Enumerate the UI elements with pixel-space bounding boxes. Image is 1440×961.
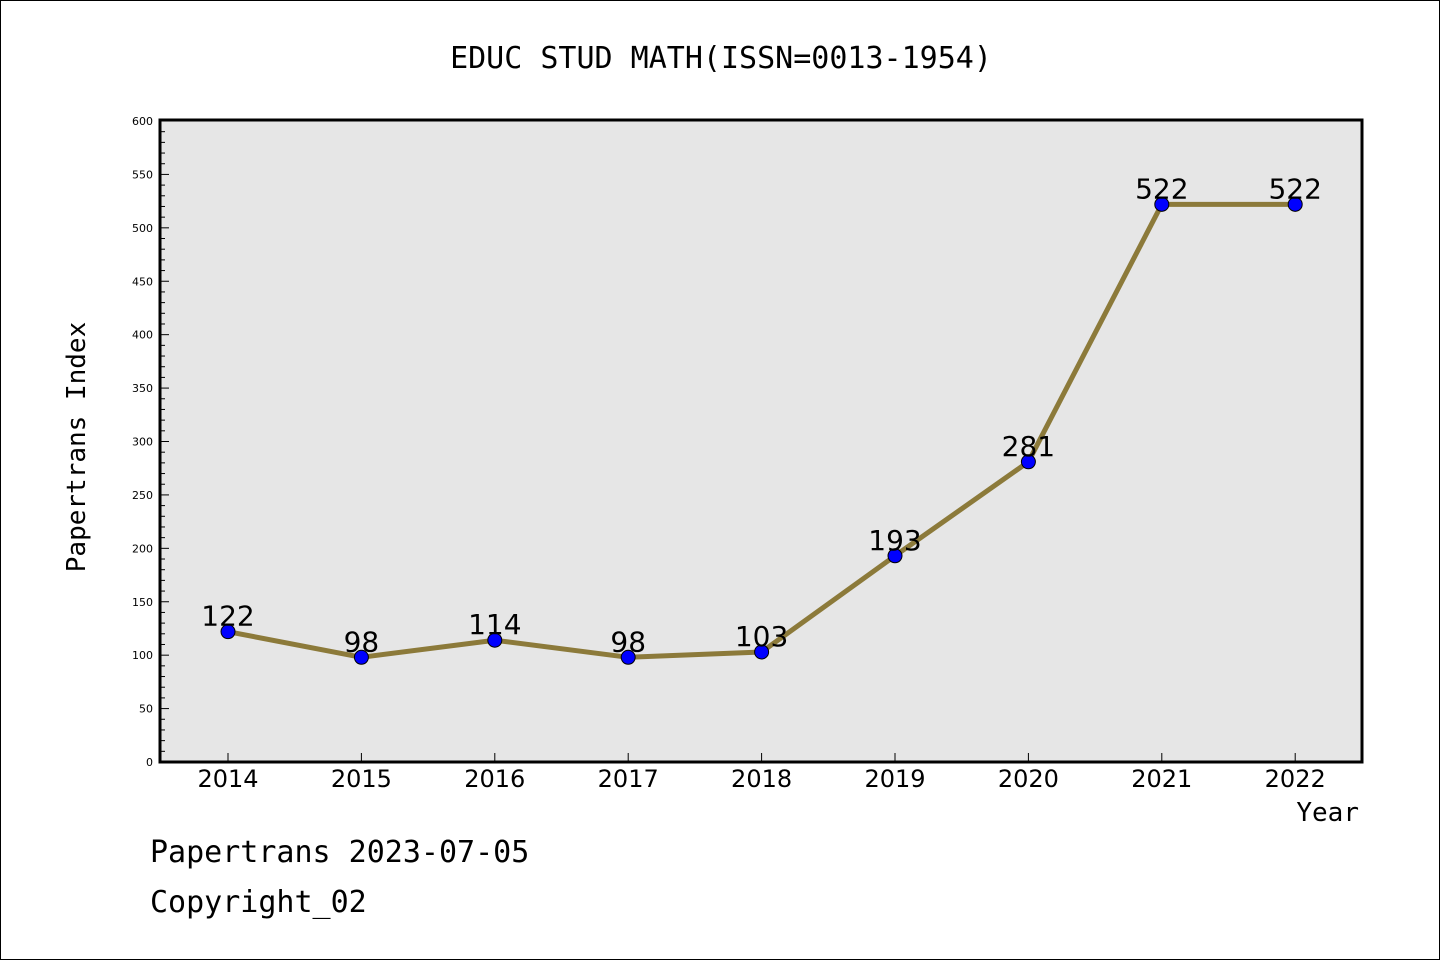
data-point — [887, 548, 903, 564]
data-label: 98 — [610, 625, 646, 658]
y-tick-label: 450 — [132, 275, 153, 288]
y-tick-label: 200 — [132, 542, 153, 555]
data-label: 98 — [344, 625, 380, 658]
data-points — [220, 196, 1303, 665]
y-tick-label: 100 — [132, 649, 153, 662]
data-point — [353, 649, 369, 665]
y-tick-label: 0 — [146, 756, 153, 769]
data-point — [620, 649, 636, 665]
x-tick-label: 2018 — [731, 765, 792, 793]
data-label: 103 — [735, 620, 788, 653]
data-labels: 122 98 114 98 103 193 281 522 522 — [201, 172, 1322, 658]
data-label: 522 — [1135, 172, 1188, 205]
x-tick-label: 2019 — [864, 765, 925, 793]
y-tick-label: 600 — [132, 115, 153, 128]
data-label: 522 — [1268, 172, 1321, 205]
footer-copyright: Copyright_02 — [150, 885, 367, 920]
data-label: 114 — [468, 608, 521, 641]
x-tick-label: 2016 — [464, 765, 525, 793]
y-tick-label: 500 — [132, 222, 153, 235]
y-tick-label: 250 — [132, 489, 153, 502]
y-tick-label: 300 — [132, 436, 153, 449]
plot-border — [158, 118, 1364, 764]
data-point — [220, 624, 236, 640]
data-point — [1020, 454, 1036, 470]
footer-date: Papertrans 2023-07-05 — [150, 835, 530, 870]
x-tick-label: 2015 — [331, 765, 392, 793]
x-tick-label: 2021 — [1131, 765, 1192, 793]
data-label: 193 — [868, 524, 921, 557]
data-label: 281 — [1002, 430, 1055, 463]
data-point — [487, 632, 503, 648]
chart-title: EDUC STUD MATH(ISSN=0013-1954) — [450, 41, 992, 76]
y-tick-label: 150 — [132, 596, 153, 609]
x-tick-label: 2014 — [197, 765, 258, 793]
data-point — [1287, 196, 1303, 212]
x-tick-label: 2022 — [1265, 765, 1326, 793]
y-tick-label: 550 — [132, 168, 153, 181]
data-point — [754, 644, 770, 660]
x-axis: 2014 2015 2016 2017 2018 2019 2020 2021 2022 — [197, 753, 1326, 793]
x-tick-label: 2020 — [998, 765, 1059, 793]
x-tick-label: 2017 — [598, 765, 659, 793]
plot-area — [160, 120, 1362, 762]
data-point — [1154, 196, 1170, 212]
y-tick-label: 50 — [139, 703, 153, 716]
y-tick-label: 400 — [132, 329, 153, 342]
data-label: 122 — [201, 600, 254, 633]
y-tick-label: 350 — [132, 382, 153, 395]
x-axis-label: Year — [1296, 798, 1359, 828]
y-axis-label: Papertrans Index — [62, 322, 92, 572]
